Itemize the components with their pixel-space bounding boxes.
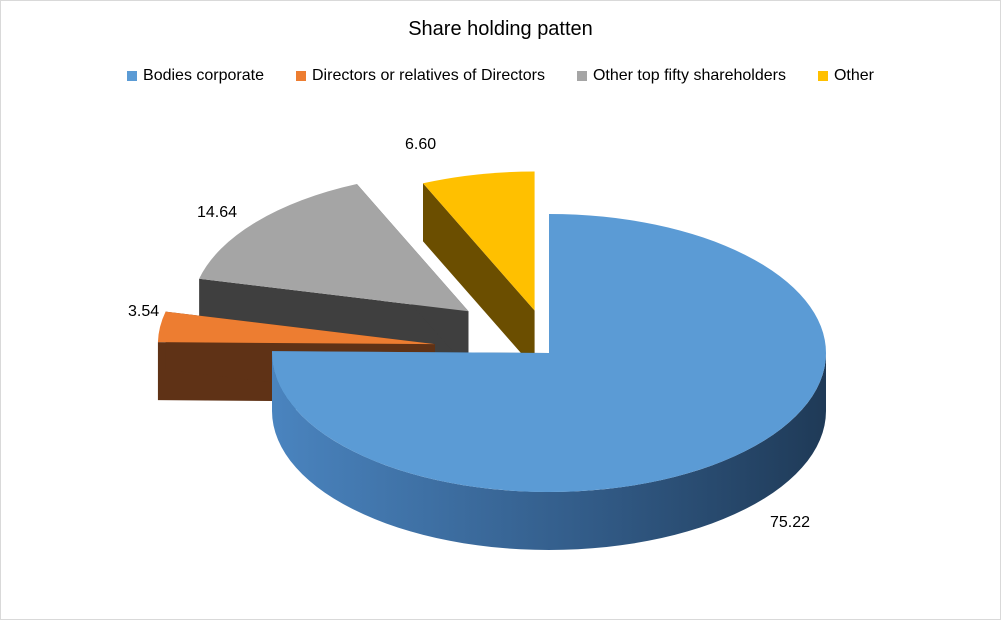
data-label: 75.22 (770, 514, 810, 531)
legend-swatch (296, 71, 306, 81)
legend-item: Directors or relatives of Directors (296, 67, 545, 85)
legend-swatch (817, 71, 828, 81)
pie-slice (272, 214, 827, 550)
legend-label: Other (833, 67, 874, 84)
legend-swatch (127, 71, 138, 81)
legend-item: Bodies corporate (127, 67, 264, 85)
data-label: 14.64 (197, 204, 237, 221)
pie-slice (422, 171, 535, 369)
slice-wall (422, 183, 535, 369)
legend-label: Other top fifty shareholders (592, 67, 786, 84)
legend-label: Directors or relatives of Directors (312, 67, 545, 84)
chart-legend: Bodies corporate Directors or relatives o… (0, 67, 1001, 85)
chart-title: Share holding patten (408, 18, 593, 40)
legend-item: Other (817, 67, 874, 85)
data-label: 3.54 (128, 303, 159, 320)
legend-item: Other top fifty shareholders (576, 67, 786, 85)
slice-outer-wall (272, 353, 826, 550)
slice-top (272, 214, 827, 492)
data-label: 6.60 (405, 136, 436, 153)
slice-top (199, 184, 469, 312)
legend-label: Bodies corporate (143, 67, 264, 84)
slice-top (422, 171, 535, 311)
legend-swatch (576, 71, 587, 81)
slice-top (157, 311, 435, 345)
